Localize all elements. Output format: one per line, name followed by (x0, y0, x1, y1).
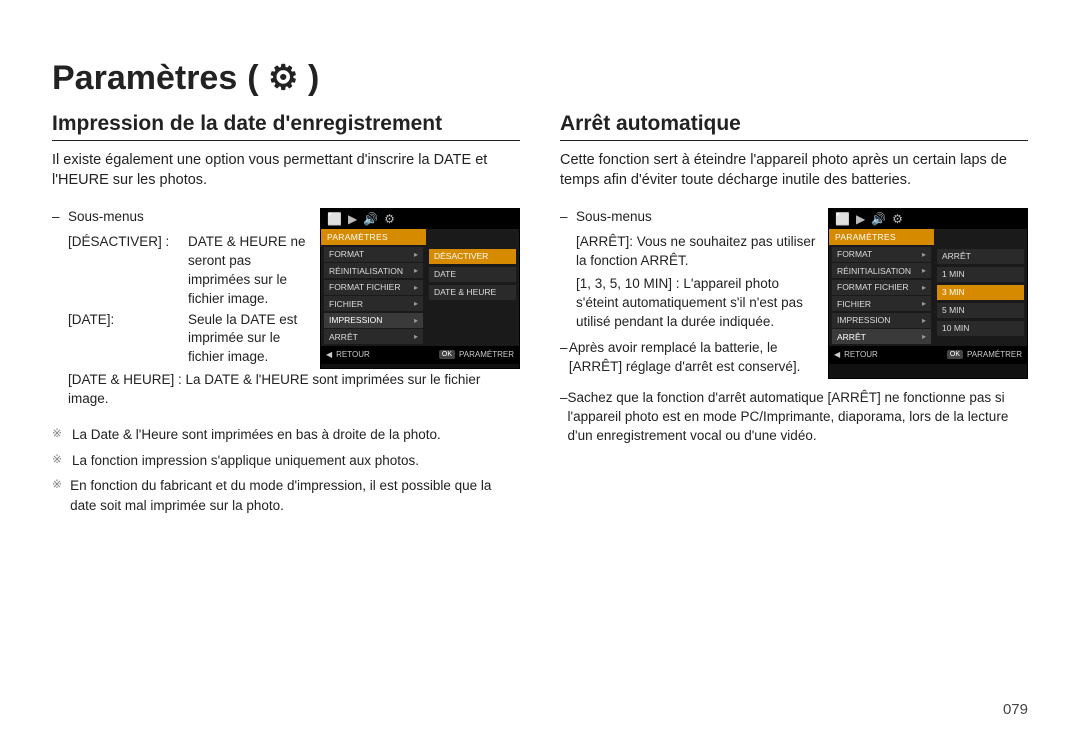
left-notes: ※ La Date & l'Heure sont imprimées en bas… (52, 425, 520, 515)
cam-menu-item: FORMAT FICHIER▸ (324, 280, 423, 295)
cam-footer-back: RETOUR (844, 350, 878, 359)
cam-menu-item: ARRÊT▸ (324, 329, 423, 344)
left-submenu-label: Sous-menus (68, 208, 144, 227)
def-desc: DATE & HEURE ne seront pas imprimées sur… (188, 233, 308, 309)
cam-top-icons: ⬜ ▶ 🔊 ⚙ (321, 209, 519, 229)
cam-icon: ⬜ (835, 212, 850, 226)
dash-bullet: – (52, 208, 68, 231)
note-text: En fonction du fabricant et du mode d'im… (70, 476, 520, 515)
right-section-title: Arrêt automatique (560, 112, 1028, 141)
right-submenu-label: Sous-menus (576, 208, 652, 227)
left-cam-screenshot: ⬜ ▶ 🔊 ⚙ PARAMÈTRES FORMAT▸RÉINITIALISATI… (320, 208, 520, 369)
cam-menu-item: FICHIER▸ (324, 296, 423, 311)
page-title-text: Paramètres (52, 59, 237, 98)
cam-footer-ok: OK (947, 350, 963, 359)
right-content-row: – Sous-menus [ARRÊT]: Vous ne souhaitez … (560, 208, 1028, 379)
chevron-right-icon: ▸ (414, 250, 418, 259)
cam-option-item: 3 MIN (937, 285, 1024, 300)
right-column: Arrêt automatique Cette fonction sert à … (560, 112, 1028, 521)
cam-option-item: 1 MIN (937, 267, 1024, 282)
gear-icon: ( ⚙ ) (247, 58, 319, 98)
chevron-right-icon: ▸ (922, 332, 926, 341)
left-column: Impression de la date d'enregistrement I… (52, 112, 520, 521)
note-row: ※En fonction du fabricant et du mode d'i… (52, 476, 520, 515)
cam-menu-item: RÉINITIALISATION▸ (832, 263, 931, 278)
chevron-right-icon: ▸ (414, 283, 418, 292)
chevron-right-icon: ▸ (414, 316, 418, 325)
cam-menu-item: IMPRESSION▸ (324, 313, 423, 328)
chevron-right-icon: ▸ (414, 332, 418, 341)
page-number: 079 (1003, 701, 1028, 718)
note-bullet: ※ (52, 425, 64, 445)
chevron-right-icon: ▸ (922, 283, 926, 292)
cam-menu-item: FICHIER▸ (832, 296, 931, 311)
chevron-right-icon: ▸ (922, 316, 926, 325)
chevron-right-icon: ▸ (414, 299, 418, 308)
cam-left-header: PARAMÈTRES (829, 229, 934, 245)
cam-icon: ▶ (348, 212, 357, 226)
cam-option-item: DATE & HEURE (429, 285, 516, 300)
cam-option-item: 5 MIN (937, 303, 1024, 318)
cam-footer: ◀ RETOUR OK PARAMÉTRER (321, 346, 519, 364)
note-bullet: ※ (52, 451, 64, 471)
right-intro: Cette fonction sert à éteindre l'apparei… (560, 151, 1028, 190)
def-term: [DATE]: (68, 311, 188, 368)
note-text: La fonction impression s'applique unique… (72, 451, 419, 471)
left-content-row: – Sous-menus [DÉSACTIVER] :DATE & HEURE … (52, 208, 520, 369)
cam-option-item: DÉSACTIVER (429, 249, 516, 264)
cam-footer-set: PARAMÉTRER (967, 350, 1022, 359)
note-text: La Date & l'Heure sont imprimées en bas … (72, 425, 441, 445)
dash-bullet: – (560, 389, 568, 446)
note-row: ※ La Date & l'Heure sont imprimées en bas… (52, 425, 520, 445)
cam-footer: ◀ RETOUR OK PARAMÉTRER (829, 346, 1027, 364)
left-section-title: Impression de la date d'enregistrement (52, 112, 520, 141)
cam-menu-item: IMPRESSION▸ (832, 313, 931, 328)
left-intro: Il existe également une option vous perm… (52, 151, 520, 190)
left-def-wide: [DATE & HEURE] : La DATE & l'HEURE sont … (52, 371, 520, 409)
right-def1-term: [ARRÊT]: (576, 234, 633, 249)
note-row: ※ La fonction impression s'applique uniqu… (52, 451, 520, 471)
chevron-right-icon: ▸ (922, 250, 926, 259)
def-desc: Seule la DATE est imprimée sur le fichie… (188, 311, 308, 368)
def-term: [DÉSACTIVER] : (68, 233, 188, 309)
right-cam-screenshot: ⬜ ▶ 🔊 ⚙ PARAMÈTRES FORMAT▸RÉINITIALISATI… (828, 208, 1028, 379)
cam-icon: ⬜ (327, 212, 342, 226)
cam-top-icons: ⬜ ▶ 🔊 ⚙ (829, 209, 1027, 229)
def-row: [DÉSACTIVER] :DATE & HEURE ne seront pas… (52, 233, 308, 309)
cam-option-item: 10 MIN (937, 321, 1024, 336)
chevron-right-icon: ▸ (922, 299, 926, 308)
cam-icon: 🔊 (363, 212, 378, 226)
right-def2-term: [1, 3, 5, 10 MIN] : (576, 276, 680, 291)
cam-menu-item: FORMAT▸ (324, 247, 423, 262)
cam-menu-item: FORMAT FICHIER▸ (832, 280, 931, 295)
cam-footer-back: RETOUR (336, 350, 370, 359)
cam-icon: ⚙ (384, 212, 395, 226)
right-note-pc: Sachez que la fonction d'arrêt automatiq… (568, 389, 1028, 446)
left-text-col: – Sous-menus [DÉSACTIVER] :DATE & HEURE … (52, 208, 308, 369)
cam-footer-ok: OK (439, 350, 455, 359)
back-arrow-icon: ◀ (326, 350, 332, 359)
chevron-right-icon: ▸ (414, 266, 418, 275)
columns: Impression de la date d'enregistrement I… (52, 112, 1028, 521)
note-bullet: ※ (52, 476, 62, 515)
cam-option-item: DATE (429, 267, 516, 282)
cam-menu-item: RÉINITIALISATION▸ (324, 263, 423, 278)
cam-menu-item: FORMAT▸ (832, 247, 931, 262)
def-row: [DATE]:Seule la DATE est imprimée sur le… (52, 311, 308, 368)
cam-icon: ⚙ (892, 212, 903, 226)
dash-bullet: – (560, 208, 576, 231)
cam-menu-item: ARRÊT▸ (832, 329, 931, 344)
back-arrow-icon: ◀ (834, 350, 840, 359)
right-note-after: Après avoir remplacé la batterie, le [AR… (569, 339, 816, 377)
cam-option-item: ARRÊT (937, 249, 1024, 264)
cam-left-header: PARAMÈTRES (321, 229, 426, 245)
dash-bullet: – (560, 339, 569, 377)
cam-footer-set: PARAMÉTRER (459, 350, 514, 359)
chevron-right-icon: ▸ (922, 266, 926, 275)
cam-icon: 🔊 (871, 212, 886, 226)
right-text-col: – Sous-menus [ARRÊT]: Vous ne souhaitez … (560, 208, 816, 379)
page-title: Paramètres ( ⚙ ) (52, 58, 1028, 98)
cam-icon: ▶ (856, 212, 865, 226)
